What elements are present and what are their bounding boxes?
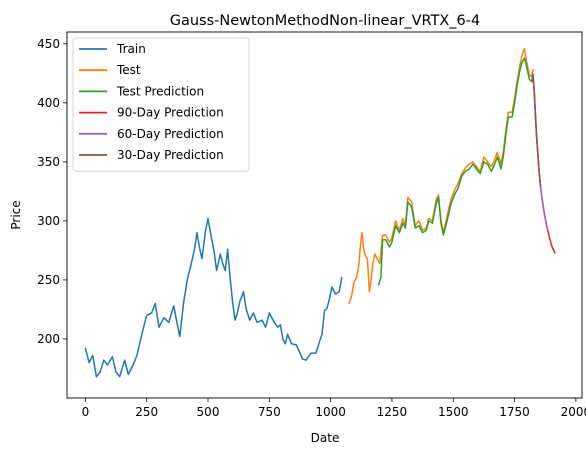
legend-label: 30-Day Prediction: [117, 148, 224, 162]
x-axis-title: Date: [311, 431, 340, 445]
x-axis: 0 250 500 750 1000 1250 1500 1750 2000: [82, 398, 586, 419]
series-line-2: [377, 57, 534, 286]
legend-label: Test: [116, 63, 141, 77]
legend-label: Train: [116, 42, 146, 56]
y-tick-label: 300: [37, 214, 60, 228]
plot-frame: [66, 31, 583, 399]
x-tick-label: 1750: [499, 405, 530, 419]
y-tick-label: 350: [37, 155, 60, 169]
x-tick-label: 0: [82, 405, 90, 419]
chart-title: Gauss-NewtonMethodNon-linear_VRTX_6-4: [170, 13, 480, 29]
legend-box: [72, 37, 250, 172]
x-tick-label: 1500: [438, 405, 469, 419]
series-line-5: [532, 73, 542, 187]
x-tick-label: 2000: [561, 405, 586, 419]
legend: Train Test Test Prediction 90-Day Predictio…: [72, 37, 250, 172]
legend-label: 90-Day Prediction: [117, 106, 224, 120]
series-line-0: [84, 217, 343, 378]
x-tick-label: 1000: [315, 405, 346, 419]
x-tick-label: 250: [135, 405, 158, 419]
y-tick-label: 200: [37, 332, 60, 346]
y-tick-label: 400: [37, 96, 60, 110]
x-tick-label: 500: [197, 405, 220, 419]
y-tick-label: 450: [37, 37, 60, 51]
y-axis-title: Price: [9, 200, 23, 229]
legend-label: Test Prediction: [116, 84, 204, 98]
y-tick-label: 250: [37, 273, 60, 287]
legend-label: 60-Day Prediction: [117, 127, 224, 141]
y-axis: 200 250 300 350 400 450: [37, 37, 67, 346]
series-lines: [84, 47, 556, 378]
x-tick-label: 1250: [377, 405, 408, 419]
x-tick-label: 750: [258, 405, 281, 419]
